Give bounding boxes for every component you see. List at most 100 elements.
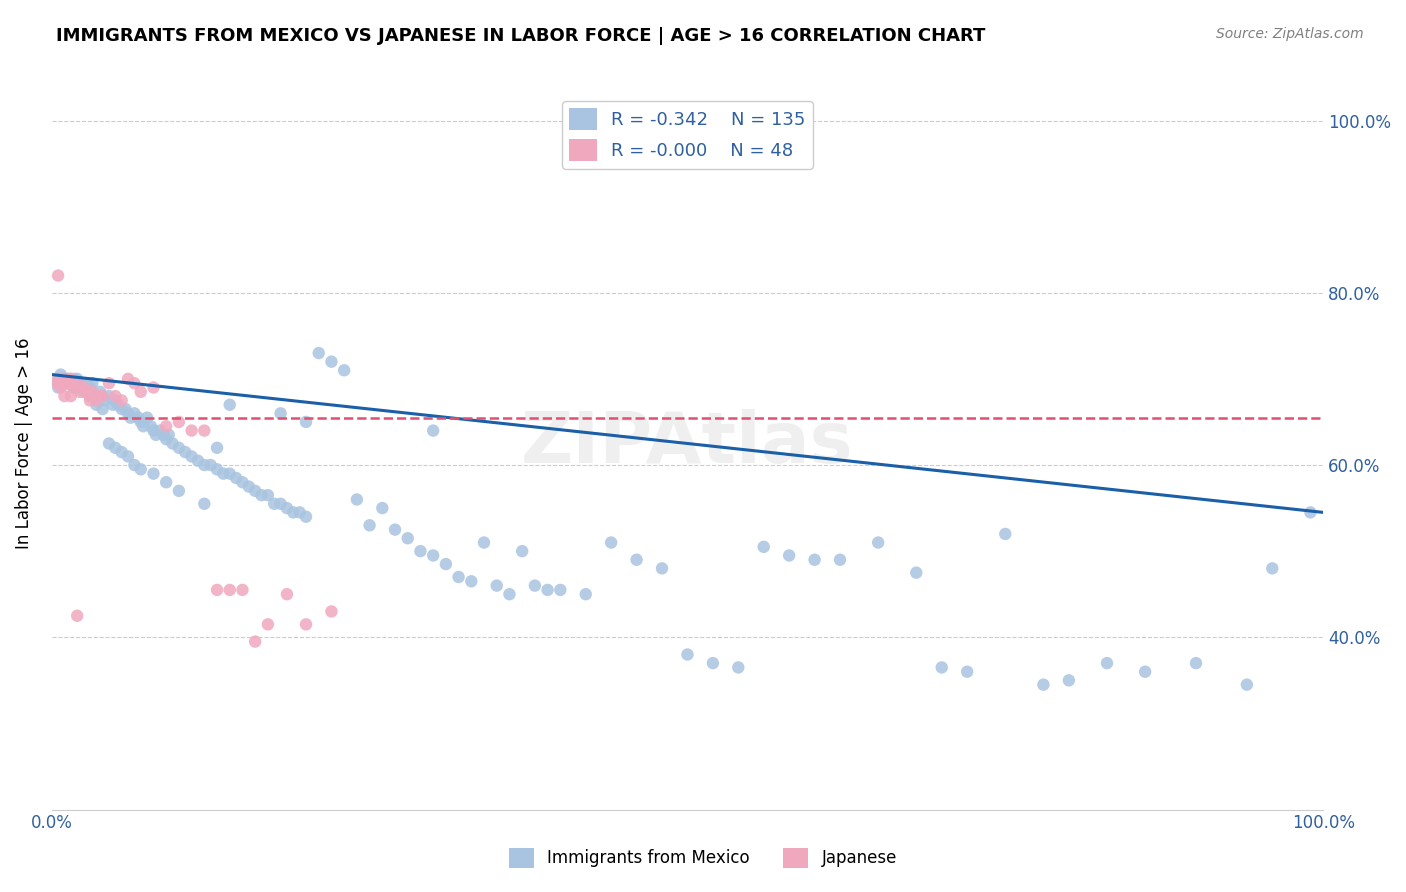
Point bbox=[129, 384, 152, 399]
Point bbox=[371, 501, 394, 516]
Point bbox=[104, 393, 127, 408]
Point bbox=[117, 406, 139, 420]
Point bbox=[828, 553, 851, 567]
Point bbox=[498, 587, 520, 601]
Point bbox=[422, 549, 444, 563]
Legend: Immigrants from Mexico, Japanese: Immigrants from Mexico, Japanese bbox=[502, 841, 904, 875]
Point bbox=[49, 380, 72, 394]
Point bbox=[295, 617, 318, 632]
Point bbox=[956, 665, 979, 679]
Point bbox=[485, 579, 508, 593]
Point bbox=[59, 372, 82, 386]
Point bbox=[55, 372, 77, 386]
Point bbox=[48, 372, 70, 386]
Point bbox=[82, 384, 104, 399]
Point bbox=[66, 380, 89, 394]
Point bbox=[702, 656, 724, 670]
Point bbox=[79, 389, 101, 403]
Point bbox=[257, 488, 280, 502]
Point bbox=[46, 376, 69, 391]
Point bbox=[97, 389, 120, 403]
Point bbox=[94, 393, 117, 408]
Point bbox=[53, 376, 76, 391]
Point bbox=[114, 402, 136, 417]
Point bbox=[84, 389, 107, 403]
Point bbox=[91, 389, 114, 403]
Point bbox=[523, 579, 546, 593]
Point bbox=[727, 660, 749, 674]
Point bbox=[59, 389, 82, 403]
Point bbox=[145, 428, 167, 442]
Point bbox=[104, 389, 127, 403]
Point bbox=[51, 376, 73, 391]
Point bbox=[396, 531, 419, 545]
Point bbox=[84, 398, 107, 412]
Point bbox=[409, 544, 432, 558]
Point bbox=[79, 380, 101, 394]
Point bbox=[283, 505, 305, 519]
Point bbox=[117, 372, 139, 386]
Point bbox=[84, 393, 107, 408]
Point bbox=[651, 561, 673, 575]
Point bbox=[157, 428, 180, 442]
Point bbox=[66, 372, 89, 386]
Point bbox=[91, 389, 114, 403]
Point bbox=[51, 376, 73, 391]
Point bbox=[79, 393, 101, 408]
Point bbox=[536, 582, 558, 597]
Point bbox=[270, 497, 292, 511]
Point bbox=[270, 406, 292, 420]
Point bbox=[167, 415, 190, 429]
Point bbox=[51, 376, 73, 391]
Point bbox=[359, 518, 381, 533]
Point bbox=[1185, 656, 1208, 670]
Point bbox=[58, 372, 80, 386]
Point bbox=[243, 483, 266, 498]
Point bbox=[346, 492, 368, 507]
Point bbox=[120, 410, 142, 425]
Point bbox=[225, 471, 247, 485]
Point bbox=[124, 376, 146, 391]
Point bbox=[575, 587, 598, 601]
Point bbox=[127, 410, 149, 425]
Point bbox=[111, 445, 134, 459]
Point bbox=[1261, 561, 1284, 575]
Point bbox=[295, 415, 318, 429]
Point bbox=[58, 376, 80, 391]
Point bbox=[142, 380, 165, 394]
Point bbox=[45, 376, 67, 391]
Point bbox=[58, 376, 80, 391]
Point bbox=[58, 376, 80, 391]
Point bbox=[66, 376, 89, 391]
Point bbox=[139, 419, 162, 434]
Point bbox=[200, 458, 222, 472]
Point bbox=[111, 402, 134, 417]
Point bbox=[76, 376, 98, 391]
Point bbox=[205, 462, 228, 476]
Point bbox=[472, 535, 495, 549]
Point bbox=[129, 415, 152, 429]
Point bbox=[1032, 678, 1054, 692]
Point bbox=[167, 441, 190, 455]
Point bbox=[422, 424, 444, 438]
Point bbox=[52, 372, 75, 386]
Point bbox=[63, 380, 86, 394]
Point bbox=[59, 372, 82, 386]
Point bbox=[205, 582, 228, 597]
Point bbox=[55, 376, 77, 391]
Point bbox=[155, 475, 177, 490]
Point bbox=[187, 453, 209, 467]
Point bbox=[46, 372, 69, 386]
Point bbox=[1057, 673, 1080, 688]
Point bbox=[72, 384, 94, 399]
Point bbox=[434, 557, 457, 571]
Point bbox=[218, 398, 240, 412]
Point bbox=[250, 488, 273, 502]
Point bbox=[152, 428, 174, 442]
Point bbox=[82, 376, 104, 391]
Point bbox=[155, 432, 177, 446]
Point bbox=[117, 450, 139, 464]
Point bbox=[46, 268, 69, 283]
Point bbox=[46, 380, 69, 394]
Point bbox=[49, 372, 72, 386]
